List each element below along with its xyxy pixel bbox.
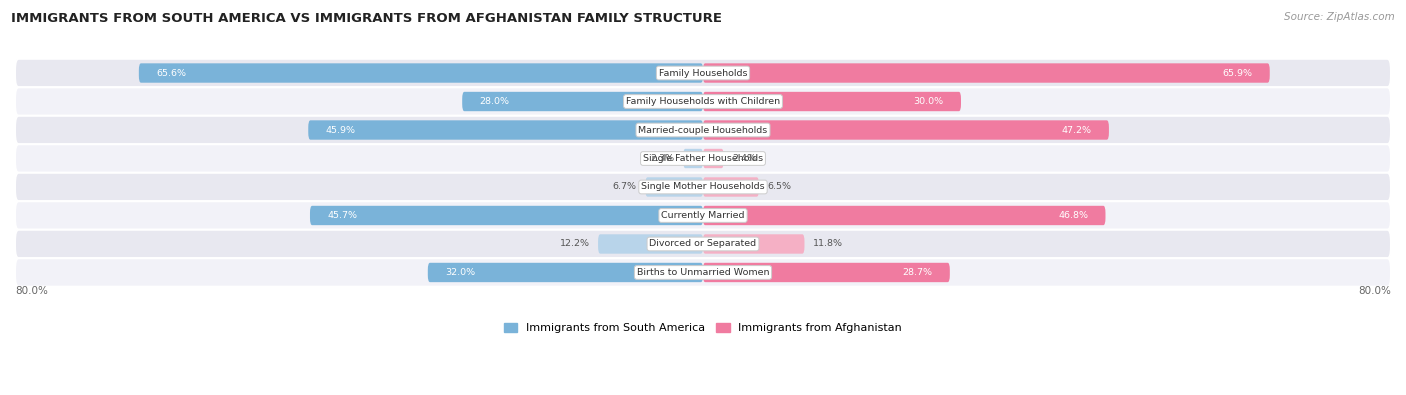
FancyBboxPatch shape: [15, 116, 1391, 144]
FancyBboxPatch shape: [15, 173, 1391, 201]
FancyBboxPatch shape: [683, 149, 703, 168]
Text: Single Father Households: Single Father Households: [643, 154, 763, 163]
FancyBboxPatch shape: [703, 263, 950, 282]
Text: 6.7%: 6.7%: [613, 182, 637, 192]
Legend: Immigrants from South America, Immigrants from Afghanistan: Immigrants from South America, Immigrant…: [499, 318, 907, 337]
FancyBboxPatch shape: [309, 206, 703, 225]
FancyBboxPatch shape: [15, 87, 1391, 116]
Text: Births to Unmarried Women: Births to Unmarried Women: [637, 268, 769, 277]
Text: 2.3%: 2.3%: [651, 154, 675, 163]
FancyBboxPatch shape: [15, 230, 1391, 258]
Text: 6.5%: 6.5%: [768, 182, 792, 192]
FancyBboxPatch shape: [463, 92, 703, 111]
Text: Family Households with Children: Family Households with Children: [626, 97, 780, 106]
FancyBboxPatch shape: [139, 63, 703, 83]
FancyBboxPatch shape: [15, 201, 1391, 230]
Text: 2.4%: 2.4%: [733, 154, 756, 163]
Text: Currently Married: Currently Married: [661, 211, 745, 220]
FancyBboxPatch shape: [15, 144, 1391, 173]
Text: Single Mother Households: Single Mother Households: [641, 182, 765, 192]
Text: 12.2%: 12.2%: [560, 239, 589, 248]
FancyBboxPatch shape: [703, 177, 759, 197]
FancyBboxPatch shape: [703, 234, 804, 254]
Text: 80.0%: 80.0%: [1358, 286, 1391, 296]
Text: IMMIGRANTS FROM SOUTH AMERICA VS IMMIGRANTS FROM AFGHANISTAN FAMILY STRUCTURE: IMMIGRANTS FROM SOUTH AMERICA VS IMMIGRA…: [11, 12, 723, 25]
FancyBboxPatch shape: [703, 149, 724, 168]
Text: Family Households: Family Households: [659, 68, 747, 77]
Text: 65.9%: 65.9%: [1223, 68, 1253, 77]
FancyBboxPatch shape: [703, 120, 1109, 140]
FancyBboxPatch shape: [703, 206, 1105, 225]
FancyBboxPatch shape: [703, 92, 960, 111]
Text: 11.8%: 11.8%: [813, 239, 844, 248]
Text: 28.0%: 28.0%: [479, 97, 509, 106]
FancyBboxPatch shape: [15, 258, 1391, 287]
FancyBboxPatch shape: [598, 234, 703, 254]
Text: 30.0%: 30.0%: [914, 97, 943, 106]
FancyBboxPatch shape: [703, 63, 1270, 83]
FancyBboxPatch shape: [308, 120, 703, 140]
Text: Divorced or Separated: Divorced or Separated: [650, 239, 756, 248]
Text: Source: ZipAtlas.com: Source: ZipAtlas.com: [1284, 12, 1395, 22]
Text: 45.9%: 45.9%: [325, 126, 356, 135]
Text: 45.7%: 45.7%: [328, 211, 357, 220]
Text: 47.2%: 47.2%: [1062, 126, 1091, 135]
Text: 80.0%: 80.0%: [15, 286, 48, 296]
FancyBboxPatch shape: [427, 263, 703, 282]
Text: 65.6%: 65.6%: [156, 68, 186, 77]
Text: 32.0%: 32.0%: [446, 268, 475, 277]
FancyBboxPatch shape: [15, 59, 1391, 87]
FancyBboxPatch shape: [645, 177, 703, 197]
Text: Married-couple Households: Married-couple Households: [638, 126, 768, 135]
Text: 46.8%: 46.8%: [1059, 211, 1088, 220]
Text: 28.7%: 28.7%: [903, 268, 932, 277]
